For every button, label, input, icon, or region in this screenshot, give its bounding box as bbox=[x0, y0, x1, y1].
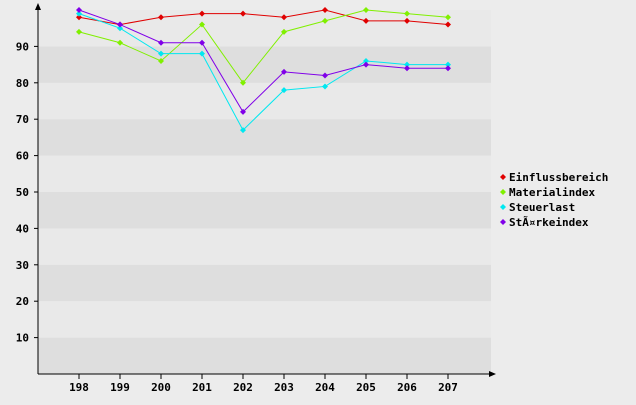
x-tick-label: 198 bbox=[69, 381, 89, 394]
data-point bbox=[363, 7, 369, 13]
data-point bbox=[363, 17, 369, 24]
grid-band bbox=[38, 264, 491, 302]
grid-band bbox=[38, 10, 491, 47]
y-tick-label: 40 bbox=[16, 222, 29, 235]
grid-band bbox=[38, 192, 491, 229]
data-point bbox=[76, 28, 82, 35]
series-line bbox=[78, 9, 448, 113]
legend-label: Einflussbereich bbox=[509, 171, 608, 184]
data-point bbox=[445, 21, 451, 28]
data-point bbox=[281, 28, 287, 35]
legend-marker bbox=[500, 189, 506, 195]
data-point bbox=[240, 10, 246, 17]
x-tick-label: 206 bbox=[397, 381, 417, 394]
x-tick-label: 204 bbox=[315, 381, 335, 394]
data-point bbox=[117, 21, 123, 28]
data-point bbox=[322, 17, 328, 24]
data-point bbox=[281, 87, 287, 94]
y-axis-ticks: 10 20 30 40 50 60 70 80 90 bbox=[16, 40, 38, 345]
x-tick-label: 205 bbox=[356, 381, 376, 394]
data-point bbox=[117, 25, 123, 32]
y-tick-label: 10 bbox=[16, 332, 29, 345]
grid-bands bbox=[38, 10, 491, 374]
grid-band bbox=[38, 301, 491, 338]
x-axis-ticks: 198 199 200 201 202 203 204 205 206 207 bbox=[69, 374, 458, 394]
data-point bbox=[76, 7, 82, 13]
legend-item: Materialindex bbox=[500, 186, 595, 199]
grid-band bbox=[38, 119, 491, 156]
x-tick-label: 201 bbox=[192, 381, 212, 394]
grid-band bbox=[38, 228, 491, 265]
data-point bbox=[445, 14, 451, 21]
y-axis-arrow bbox=[35, 3, 41, 10]
data-point bbox=[199, 10, 205, 17]
y-tick-label: 80 bbox=[16, 77, 29, 90]
legend-marker bbox=[500, 174, 506, 180]
data-point bbox=[76, 10, 82, 17]
series-line bbox=[78, 13, 448, 131]
legend-marker bbox=[500, 204, 506, 210]
series-line bbox=[78, 9, 449, 26]
data-point bbox=[199, 50, 205, 57]
y-tick-label: 30 bbox=[16, 259, 29, 272]
data-point bbox=[363, 57, 369, 64]
y-tick-label: 70 bbox=[16, 113, 29, 126]
x-tick-label: 203 bbox=[274, 381, 294, 394]
legend-item: Einflussbereich bbox=[500, 171, 608, 184]
data-point bbox=[404, 17, 410, 24]
grid-band bbox=[38, 337, 491, 374]
legend-label: Steuerlast bbox=[509, 201, 575, 214]
legend-item: Steuerlast bbox=[500, 201, 575, 214]
data-point bbox=[117, 39, 123, 46]
series-4 bbox=[76, 7, 451, 115]
data-point bbox=[281, 68, 287, 75]
data-point bbox=[404, 65, 410, 72]
legend: Einflussbereich Materialindex Steuerlast St… bbox=[500, 171, 608, 229]
legend-marker bbox=[500, 219, 506, 225]
data-point bbox=[240, 108, 246, 115]
data-point bbox=[445, 61, 451, 68]
axes bbox=[35, 3, 496, 377]
data-point bbox=[158, 57, 164, 64]
data-point bbox=[76, 14, 82, 21]
data-point bbox=[322, 83, 328, 90]
y-tick-label: 60 bbox=[16, 150, 29, 163]
x-tick-label: 207 bbox=[438, 381, 458, 394]
series-3 bbox=[76, 10, 451, 134]
series-group bbox=[76, 7, 451, 134]
x-axis-arrow bbox=[489, 371, 496, 377]
y-tick-label: 50 bbox=[16, 186, 29, 199]
grid-band bbox=[38, 155, 491, 192]
data-point bbox=[240, 79, 246, 86]
data-point bbox=[322, 72, 328, 79]
y-tick-label: 90 bbox=[16, 40, 29, 53]
data-point bbox=[404, 10, 410, 17]
data-point bbox=[158, 50, 164, 57]
data-point bbox=[199, 39, 205, 46]
legend-item: StÃ¤rkeindex bbox=[500, 216, 589, 229]
legend-label: Materialindex bbox=[509, 186, 595, 199]
x-tick-label: 200 bbox=[151, 381, 171, 394]
data-point bbox=[363, 61, 369, 68]
data-point bbox=[322, 7, 328, 13]
data-point bbox=[240, 127, 246, 134]
y-tick-label: 20 bbox=[16, 295, 29, 308]
data-point bbox=[445, 65, 451, 72]
data-point bbox=[281, 14, 287, 21]
grid-band bbox=[38, 82, 491, 120]
x-tick-label: 199 bbox=[110, 381, 130, 394]
data-point bbox=[404, 61, 410, 68]
series-2 bbox=[76, 7, 451, 86]
x-tick-label: 202 bbox=[233, 381, 253, 394]
data-point bbox=[199, 21, 205, 28]
legend-label: StÃ¤rkeindex bbox=[509, 216, 589, 229]
data-point bbox=[158, 39, 164, 46]
data-point bbox=[158, 14, 164, 21]
series-line bbox=[78, 9, 449, 84]
